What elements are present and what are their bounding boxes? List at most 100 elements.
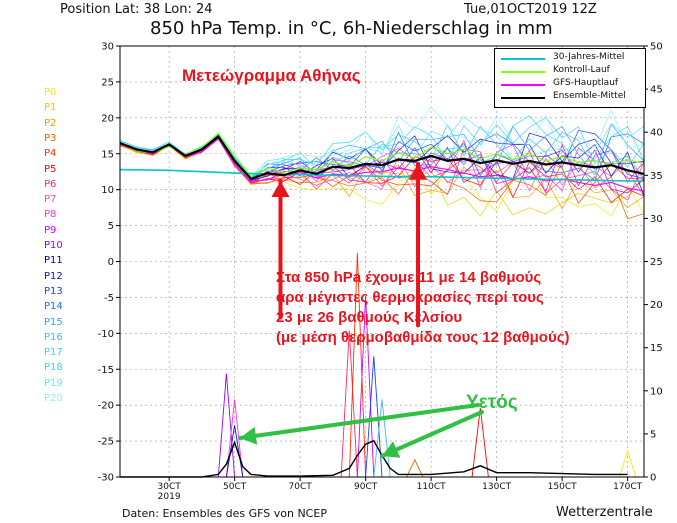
run-date: Tue,01OCT2019 12Z (464, 2, 597, 17)
legend-swatch-0 (501, 58, 545, 60)
data-source-footer: Daten: Ensembles des GFS von NCEP (122, 507, 327, 520)
right-tick-label: 40 (650, 128, 663, 139)
left-tick-label: 15 (101, 149, 114, 160)
member-label-p0: P0 (44, 87, 57, 98)
member-label-p16: P16 (44, 331, 63, 343)
legend-label: Ensemble-Mittel (553, 91, 626, 101)
member-label-p3: P3 (44, 132, 57, 144)
precip-member-spike (356, 295, 375, 478)
legend-swatch-2 (501, 84, 545, 86)
member-label-p9: P9 (44, 224, 57, 236)
annotation-title: Μετεώγραμμα Αθήνας (182, 66, 361, 85)
x-tick-label: 50CT (223, 482, 247, 492)
x-tick-label: 110CT (417, 482, 446, 492)
member-label-p17: P17 (44, 347, 63, 359)
right-tick-label: 30 (650, 214, 663, 225)
left-tick-label: 10 (101, 185, 114, 196)
series-line-kontroll-lauf (119, 132, 645, 177)
green-arrow-right-shaft (380, 410, 484, 458)
member-label-p8: P8 (44, 209, 57, 221)
x-tick-label: 150CT (548, 482, 577, 492)
right-tick-label: 0 (650, 473, 656, 484)
main-series-lines (119, 132, 645, 192)
precip-member-spike (618, 449, 637, 478)
x-tick-label: 70CT (289, 482, 313, 492)
right-tick-label: 35 (650, 171, 663, 182)
x-tick-label: 2019 (158, 492, 181, 502)
annotation-line: Στα 850 hPa έχουμε 11 με 14 βαθμούς (276, 269, 542, 286)
precip-member-spike (340, 330, 358, 478)
left-tick-label: -30 (98, 473, 114, 484)
member-label-p11: P11 (44, 255, 63, 267)
right-tick-label: 5 (650, 429, 656, 440)
member-label-p13: P13 (44, 285, 63, 297)
x-tick-label: 90CT (354, 482, 378, 492)
member-label-p14: P14 (44, 301, 63, 313)
left-tick-label: -25 (98, 437, 114, 448)
left-tick-label: -15 (98, 365, 114, 376)
green-arrow-right-head (382, 441, 401, 458)
green-arrow-left-shaft (238, 403, 480, 440)
annotation-arrows (238, 161, 484, 458)
right-tick-label: 50 (650, 42, 663, 53)
red-arrow-right-head (409, 163, 428, 180)
left-tick-label: 20 (101, 113, 114, 124)
left-tick-label: 0 (108, 257, 114, 268)
legend-label: GFS-Hauptlauf (553, 78, 619, 88)
legend-label: 30-Jahres-Mittel (553, 52, 625, 62)
series-line-30-jahres-mittel (119, 168, 644, 182)
annotation-line: (με μέση θερμοβαθμίδα τους 12 βαθμούς) (276, 329, 570, 346)
green-arrow-left-head (240, 426, 258, 445)
x-tick-label: 30CT (158, 482, 182, 492)
legend-item: Kontroll-Lauf (501, 65, 647, 78)
brand-label: Wetterzentrale (556, 505, 653, 520)
precip-member-spike (406, 458, 424, 478)
right-tick-label: 25 (650, 257, 663, 268)
precip-mean-line (120, 439, 628, 478)
right-tick-label: 15 (650, 343, 663, 354)
x-tick-label: 130CT (482, 482, 511, 492)
precip-member-spike (471, 407, 489, 478)
position-label: Position Lat: 38 Lon: 24 (60, 2, 213, 17)
left-axis-ticks: 30 25 20 15 10 5 0 -5 -10 -15 -20 -25 -30 (98, 42, 120, 484)
legend-swatch-3 (501, 97, 545, 99)
member-label-p15: P15 (44, 316, 63, 328)
legend-item: Ensemble-Mittel (501, 91, 647, 104)
left-tick-label: -10 (98, 329, 114, 340)
legend-item: 30-Jahres-Mittel (501, 52, 647, 65)
member-label-p2: P2 (44, 117, 57, 129)
left-tick-label: 30 (101, 42, 114, 53)
left-tick-label: 25 (101, 77, 114, 88)
annotation-line: άρα μέγιστες θερμοκρασίες περί τους (276, 289, 544, 306)
member-label-p7: P7 (44, 194, 57, 206)
left-tick-label: -20 (98, 401, 114, 412)
member-label-p18: P18 (44, 362, 63, 374)
left-tick-label: -5 (104, 293, 114, 304)
annotation-line: 23 με 26 βαθμούς Κελσίου (276, 309, 463, 326)
member-label-p12: P12 (44, 270, 63, 282)
member-label-p4: P4 (44, 148, 57, 160)
precip-member-spike (225, 399, 244, 478)
left-tick-label: 5 (108, 221, 114, 232)
annotation-text: Στα 850 hPa έχουμε 11 με 14 βαθμούς άρα … (276, 268, 570, 348)
member-label-p19: P19 (44, 377, 63, 389)
legend-item: GFS-Hauptlauf (501, 78, 647, 91)
series-line-ensemble-mittel (119, 134, 645, 181)
member-label-p10: P10 (44, 240, 63, 251)
member-label-p5: P5 (44, 163, 57, 175)
chart-title: 850 hPa Temp. in °C, 6h-Niederschlag in … (150, 18, 553, 39)
right-tick-label: 45 (650, 85, 663, 96)
precip-member-spike (348, 252, 367, 478)
member-label-p20: P20 (44, 393, 63, 404)
chart-legend: 30-Jahres-Mittel Kontroll-Lauf GFS-Haupt… (494, 48, 646, 108)
member-label-p6: P6 (44, 178, 57, 190)
member-label-p1: P1 (44, 102, 57, 114)
right-tick-label: 10 (650, 386, 663, 397)
grid-lines (120, 46, 644, 477)
precip-member-spike (365, 356, 383, 478)
red-arrow-left-head (271, 181, 290, 198)
x-tick-label: 170CT (613, 482, 642, 492)
